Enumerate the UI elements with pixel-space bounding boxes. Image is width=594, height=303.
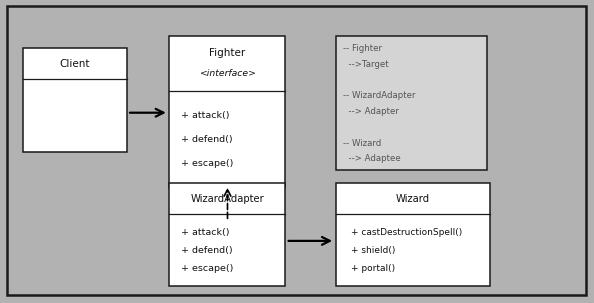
Text: --> Adaptee: --> Adaptee [343, 154, 400, 163]
Text: + shield(): + shield() [351, 246, 396, 255]
Bar [23, 48, 127, 152]
Text: -->Target: -->Target [343, 60, 388, 69]
Bar [169, 36, 285, 188]
Text: Fighter: Fighter [209, 48, 245, 58]
Text: WizardAdapter: WizardAdapter [190, 194, 264, 204]
Text: + defend(): + defend() [181, 246, 232, 255]
Text: + escape(): + escape() [181, 264, 233, 273]
Text: + attack(): + attack() [181, 111, 229, 120]
Bar [336, 183, 490, 286]
Text: + portal(): + portal() [351, 264, 395, 273]
Text: Wizard: Wizard [396, 194, 430, 204]
Bar [336, 36, 487, 170]
Text: + castDestructionSpell(): + castDestructionSpell() [351, 228, 462, 237]
Text: <interface>: <interface> [199, 69, 255, 78]
Text: -- Wizard: -- Wizard [343, 138, 381, 148]
Bar [169, 183, 285, 286]
Text: -- Fighter: -- Fighter [343, 45, 382, 53]
Text: -- WizardAdapter: -- WizardAdapter [343, 92, 415, 101]
Text: + attack(): + attack() [181, 228, 229, 237]
Text: Client: Client [59, 59, 90, 69]
Text: + defend(): + defend() [181, 135, 232, 144]
Text: + escape(): + escape() [181, 159, 233, 168]
Text: --> Adapter: --> Adapter [343, 107, 399, 116]
